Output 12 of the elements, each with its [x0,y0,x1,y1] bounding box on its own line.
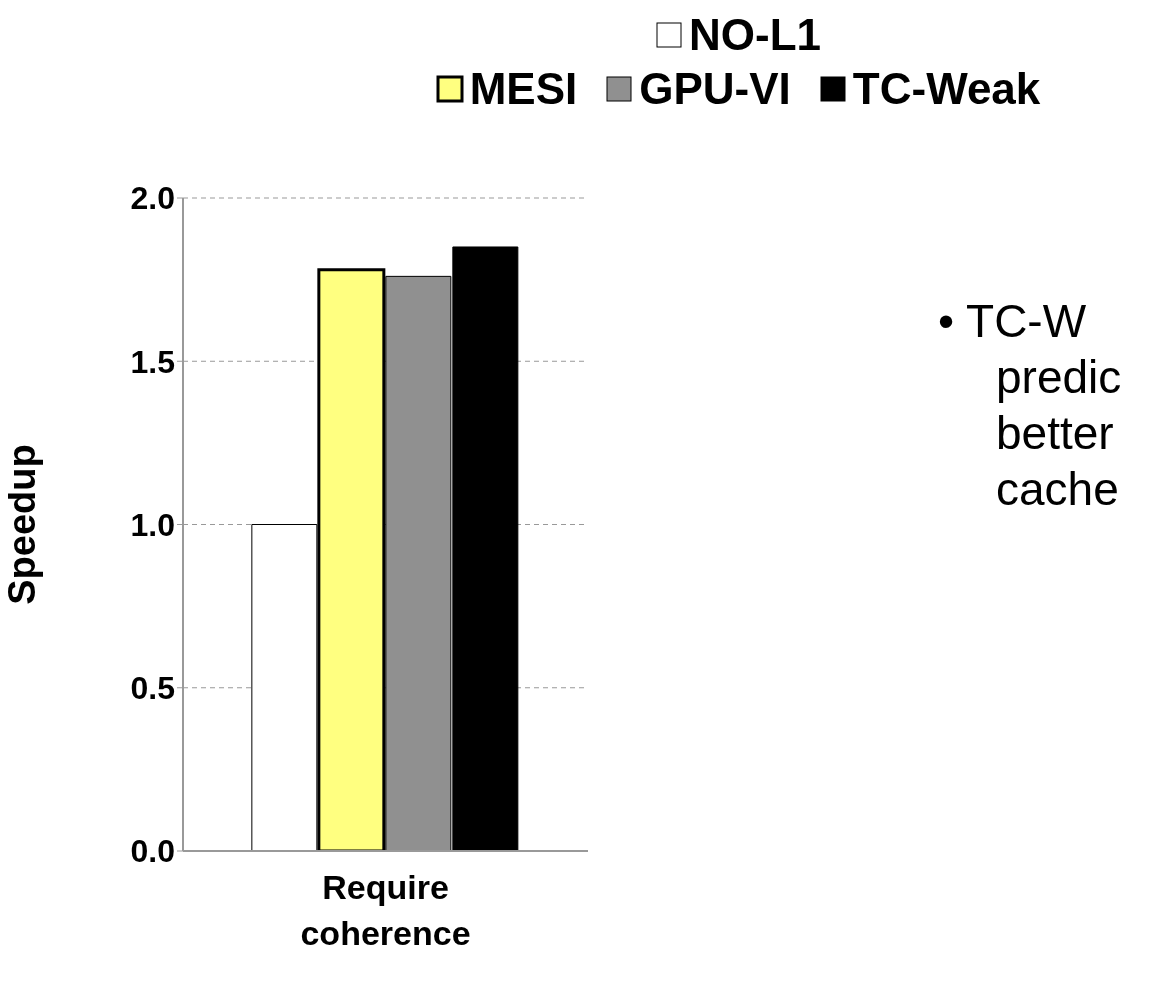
y-tick-label: 1.5 [130,343,175,380]
text: • TC-W predic better cache [938,294,1122,517]
y-tick-label: 1.0 [130,506,175,543]
legend-label: MESI [469,64,578,114]
y-tick-label: 0.5 [130,670,175,707]
y-axis-title: Speedup [1,444,44,605]
legend-label: TC-Weak [852,64,1041,114]
x-tick-label: Require coherence [300,868,471,952]
legend-label: NO-L1 [689,10,821,60]
legend-label: GPU-VI [639,64,791,114]
y-tick-label: 2.0 [130,180,175,217]
y-tick-label: 0.0 [130,833,175,870]
